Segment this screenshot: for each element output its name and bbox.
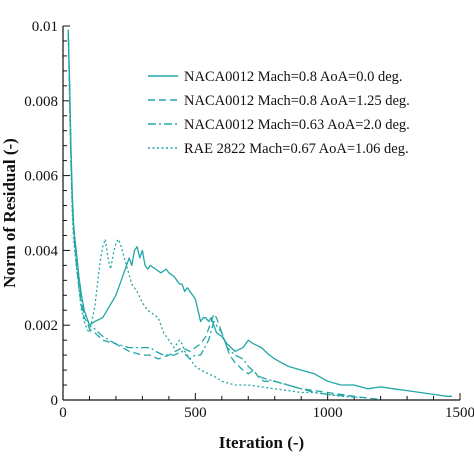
legend: NACA0012 Mach=0.8 AoA=0.0 deg. NACA0012 M…: [148, 69, 410, 157]
x-tick-label: 1500: [445, 405, 474, 421]
y-tick-label: 0.006: [24, 169, 58, 185]
y-tick-label: 0.002: [24, 318, 58, 334]
legend-label-3: NACA0012 Mach=0.63 AoA=2.0 deg.: [184, 117, 410, 133]
x-tick-label: 1000: [313, 405, 343, 421]
series-line-1: [67, 33, 453, 397]
y-tick-label: 0.008: [24, 94, 58, 110]
series-line-2: [67, 29, 381, 400]
x-tick-label: 0: [59, 405, 67, 421]
x-axis-title: Iteration (-): [219, 433, 304, 452]
axes: 0 500 1000 1500 0 0.002 0.004 0.006 0.008 0.01: [24, 19, 474, 421]
y-tick-label: 0.004: [24, 243, 58, 259]
series-line-3: [67, 33, 355, 398]
legend-label-1: NACA0012 Mach=0.8 AoA=0.0 deg.: [184, 69, 403, 85]
x-tick-label: 500: [184, 405, 207, 421]
legend-label-4: RAE 2822 Mach=0.67 AoA=1.06 deg.: [184, 141, 409, 157]
series-lines: [67, 29, 453, 400]
legend-label-2: NACA0012 Mach=0.8 AoA=1.25 deg.: [184, 93, 410, 109]
y-axis-title: Norm of Residual (-): [0, 138, 19, 288]
y-tick-label: 0.01: [32, 19, 58, 35]
y-tick-label: 0: [51, 393, 59, 409]
